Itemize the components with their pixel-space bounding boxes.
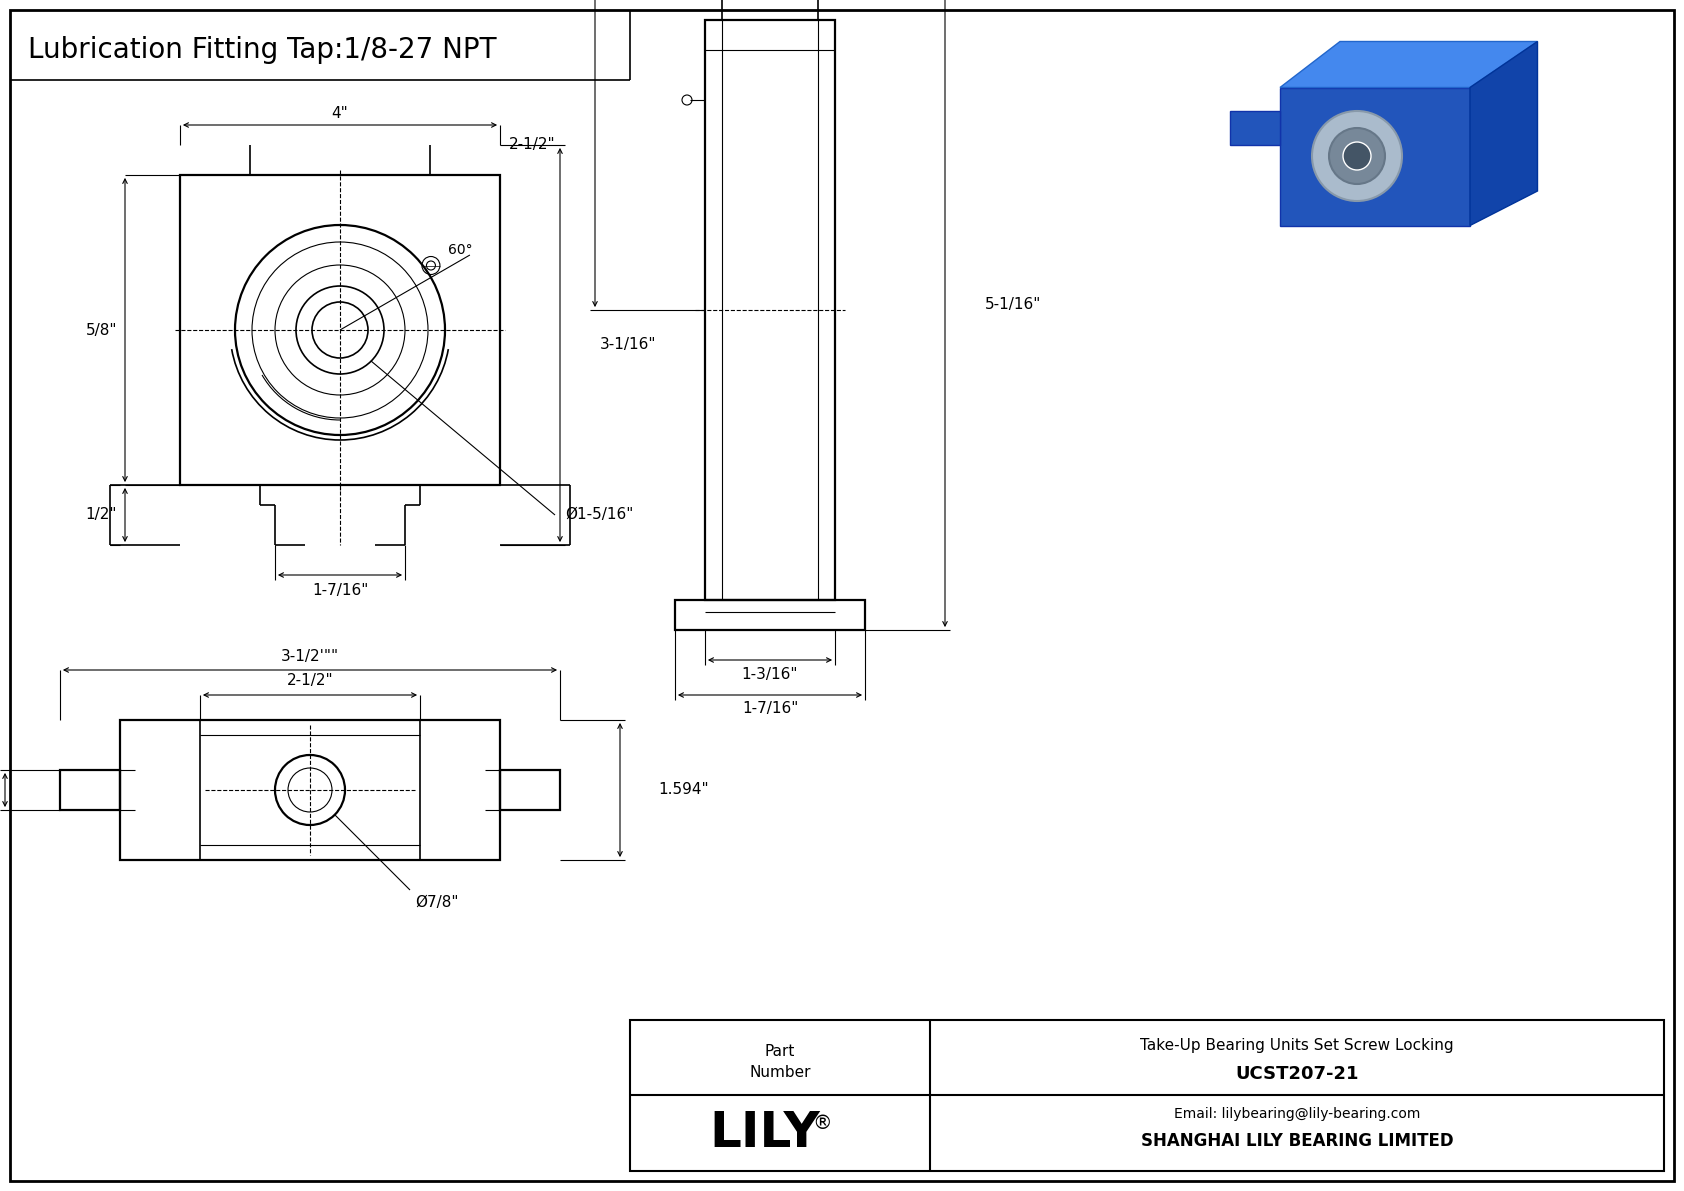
Text: 5/8": 5/8" bbox=[86, 323, 116, 337]
Text: SHANGHAI LILY BEARING LIMITED: SHANGHAI LILY BEARING LIMITED bbox=[1140, 1131, 1453, 1149]
Bar bbox=[180, 175, 500, 485]
Text: Lubrication Fitting Tap:1/8-27 NPT: Lubrication Fitting Tap:1/8-27 NPT bbox=[29, 36, 497, 64]
Bar bbox=[675, 600, 866, 630]
Bar bbox=[120, 721, 500, 860]
Polygon shape bbox=[1470, 42, 1537, 225]
Bar bbox=[61, 771, 120, 810]
Text: 60°: 60° bbox=[448, 243, 472, 257]
Text: UCST207-21: UCST207-21 bbox=[1236, 1066, 1359, 1084]
Polygon shape bbox=[1280, 87, 1470, 225]
Text: 1-7/16": 1-7/16" bbox=[312, 582, 369, 598]
Text: ®: ® bbox=[812, 1114, 832, 1133]
Text: 4": 4" bbox=[332, 106, 349, 120]
Text: LILY: LILY bbox=[709, 1109, 820, 1158]
Text: Email: lilybearing@lily-bearing.com: Email: lilybearing@lily-bearing.com bbox=[1174, 1106, 1420, 1121]
Text: 1/2": 1/2" bbox=[86, 507, 116, 523]
Circle shape bbox=[1312, 111, 1403, 201]
Text: 1.594": 1.594" bbox=[658, 782, 709, 798]
Bar bbox=[722, 0, 818, 20]
Bar bbox=[630, 1019, 1664, 1171]
Text: Ø7/8": Ø7/8" bbox=[414, 894, 458, 910]
Text: 2-1/2": 2-1/2" bbox=[286, 673, 333, 688]
Text: Take-Up Bearing Units Set Screw Locking: Take-Up Bearing Units Set Screw Locking bbox=[1140, 1039, 1453, 1053]
Text: 5-1/16": 5-1/16" bbox=[985, 298, 1041, 312]
Polygon shape bbox=[1229, 111, 1280, 145]
Circle shape bbox=[1329, 127, 1384, 183]
Text: 3-1/16": 3-1/16" bbox=[600, 337, 657, 353]
Text: Part
Number: Part Number bbox=[749, 1045, 810, 1080]
Polygon shape bbox=[1280, 42, 1537, 87]
Text: 1-7/16": 1-7/16" bbox=[743, 701, 798, 717]
Text: 3-1/2'"": 3-1/2'"" bbox=[281, 649, 338, 663]
Bar bbox=[706, 20, 835, 600]
Text: Ø1-5/16": Ø1-5/16" bbox=[566, 507, 633, 523]
Circle shape bbox=[1344, 142, 1371, 170]
Text: 2-1/2": 2-1/2" bbox=[509, 137, 556, 152]
Text: 1-3/16": 1-3/16" bbox=[741, 667, 798, 681]
Bar bbox=[500, 771, 561, 810]
